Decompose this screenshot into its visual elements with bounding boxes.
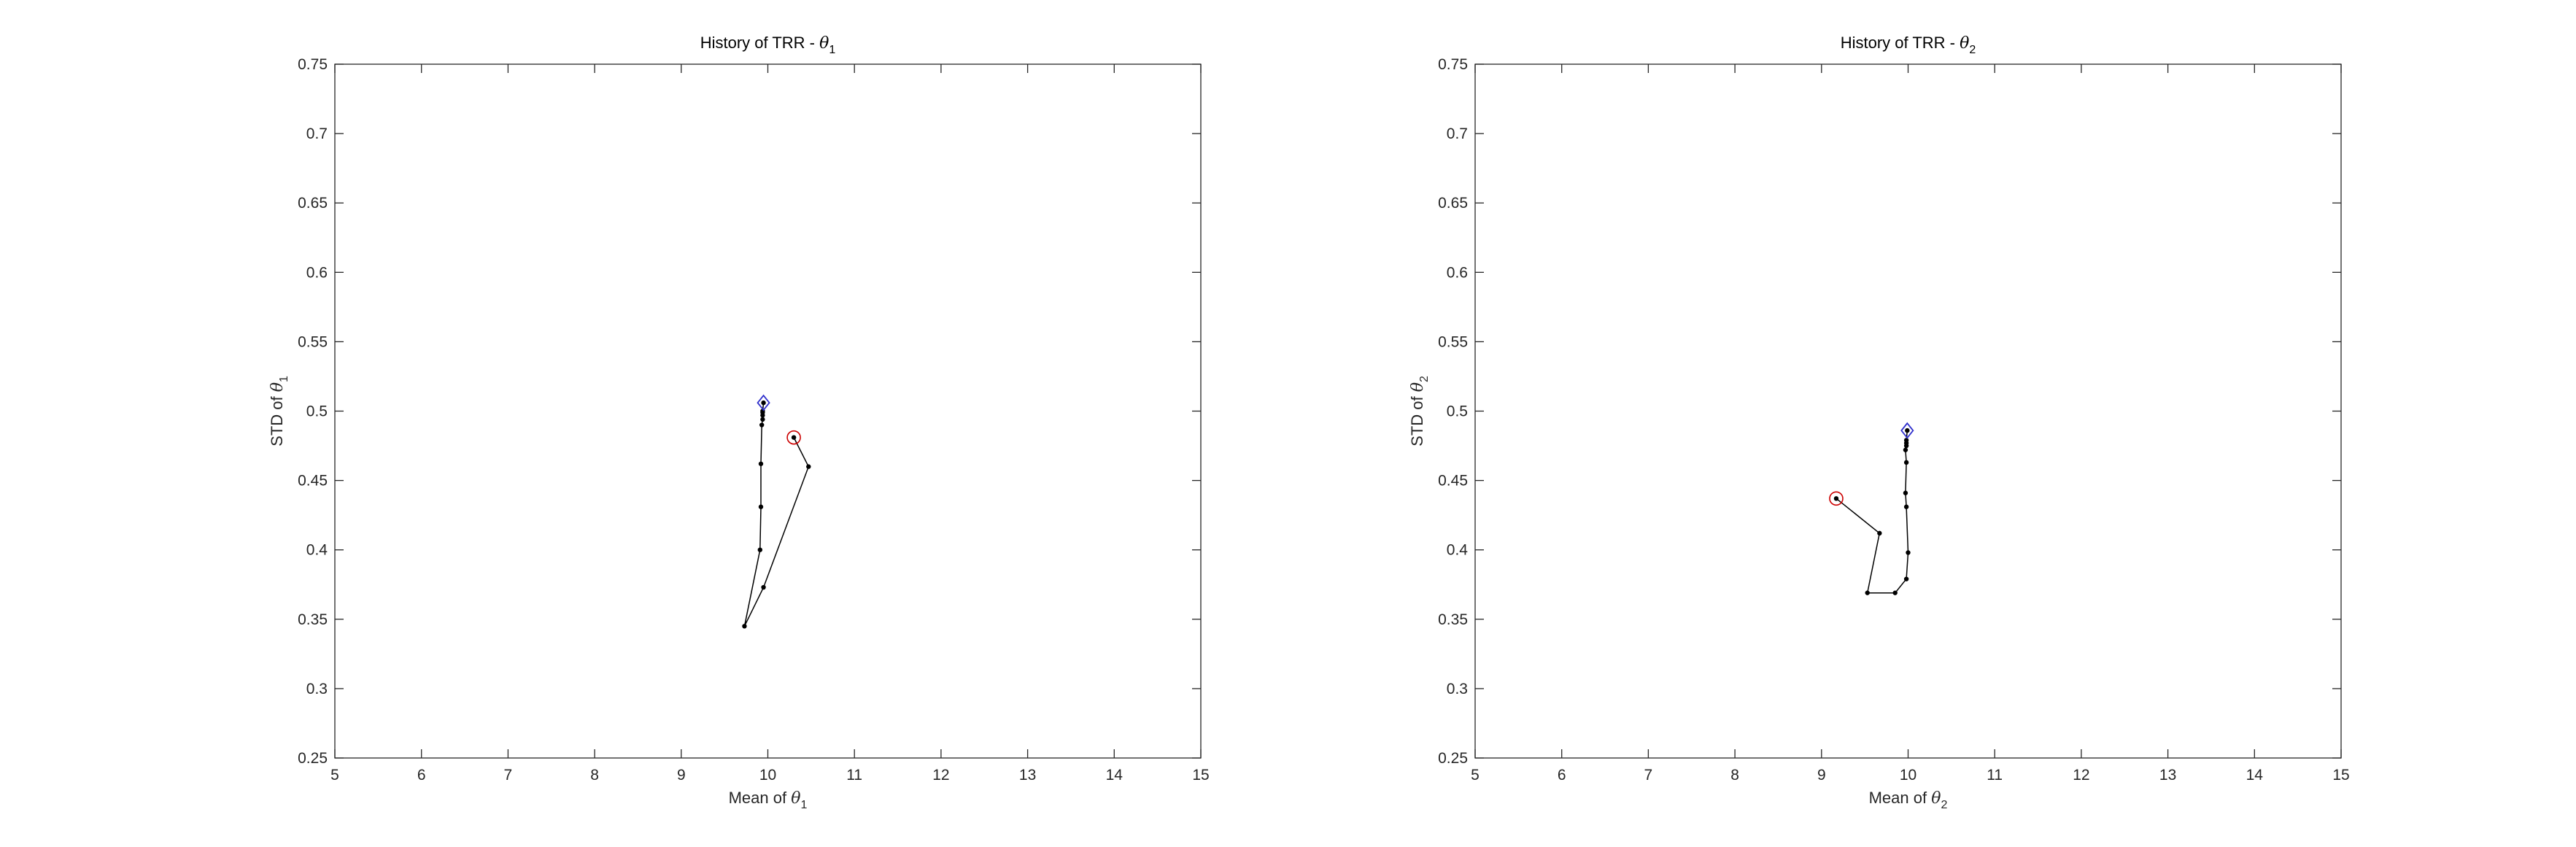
- x-tick-label: 9: [1817, 767, 1826, 784]
- history-point: [1906, 550, 1911, 555]
- x-tick-label: 15: [1192, 767, 1209, 784]
- history-point: [1903, 504, 1909, 509]
- chart-title: History of TRR - θ2: [1841, 34, 1976, 56]
- y-tick-label: 0.4: [1447, 542, 1469, 559]
- history-point: [761, 584, 766, 590]
- x-tick-label: 15: [2332, 767, 2349, 784]
- chart-title: History of TRR - θ1: [700, 34, 836, 56]
- x-tick-label: 9: [677, 767, 686, 784]
- x-tick-label: 6: [417, 767, 426, 784]
- y-tick-label: 0.3: [306, 681, 328, 697]
- y-tick-label: 0.3: [1447, 681, 1468, 697]
- history-point: [757, 547, 763, 552]
- x-tick-label: 7: [504, 767, 513, 784]
- x-tick-label: 14: [1106, 767, 1123, 784]
- x-tick-label: 8: [1730, 767, 1739, 784]
- x-tick-label: 8: [590, 767, 599, 784]
- y-axis-label-subscript: 1: [278, 376, 290, 382]
- history-point: [1905, 428, 1910, 433]
- y-tick-label: 0.65: [298, 195, 328, 212]
- history-line: [743, 403, 810, 627]
- y-tick-label: 0.75: [298, 56, 328, 73]
- start-point: [1833, 496, 1838, 501]
- history-point: [1903, 576, 1909, 581]
- y-tick-label: 0.4: [306, 542, 328, 559]
- y-tick-label: 0.55: [1438, 333, 1468, 350]
- x-tick-label: 5: [330, 767, 339, 784]
- y-tick-label: 0.35: [1438, 611, 1468, 628]
- history-point: [806, 464, 811, 469]
- start-marker: [1829, 491, 1844, 506]
- history-line: [1836, 430, 1909, 594]
- history-point: [1903, 438, 1909, 443]
- y-tick-label: 0.55: [298, 333, 328, 350]
- history-point: [761, 400, 766, 406]
- start-point: [792, 435, 797, 440]
- y-axis-label: STD of θ2: [1408, 376, 1431, 446]
- history-point: [1903, 460, 1909, 465]
- y-tick-label: 0.7: [1447, 125, 1468, 142]
- history-point: [1903, 447, 1908, 452]
- y-tick-label: 0.65: [1438, 195, 1468, 212]
- x-axis-label: Mean of θ1: [729, 789, 808, 811]
- x-tick-label: 6: [1558, 767, 1566, 784]
- end-marker: [1900, 422, 1914, 439]
- history-point: [760, 417, 765, 422]
- x-tick-label: 13: [1019, 767, 1036, 784]
- history-point: [758, 461, 764, 466]
- history-point: [742, 624, 747, 629]
- chart-title-subscript: 2: [1969, 44, 1976, 56]
- history-point: [1892, 590, 1898, 595]
- end-marker: [757, 394, 770, 411]
- x-tick-label: 14: [2246, 767, 2264, 784]
- history-point: [1877, 530, 1882, 536]
- x-tick-label: 5: [1471, 767, 1480, 784]
- y-tick-label: 0.25: [298, 750, 328, 767]
- y-tick-label: 0.5: [306, 403, 328, 420]
- plot-area-border: [1474, 63, 2342, 759]
- y-tick-label: 0.7: [306, 125, 328, 142]
- history-point: [759, 422, 765, 428]
- x-axis-label: Mean of θ2: [1869, 789, 1948, 811]
- chart-theta1: 5 6 7 8 9 10 11 12 13 14 150.250.30.350.40.450.50.…: [268, 34, 1210, 811]
- x-tick-label: 11: [1987, 767, 2003, 784]
- y-tick-label: 0.25: [1438, 750, 1468, 767]
- x-tick-label: 13: [2159, 767, 2176, 784]
- x-axis-label-subscript: 2: [1941, 799, 1947, 811]
- x-tick-label: 11: [846, 767, 862, 784]
- y-tick-label: 0.75: [1438, 56, 1468, 73]
- history-point: [1903, 490, 1908, 495]
- y-axis-label-subscript: 2: [1418, 376, 1431, 382]
- chart-title-subscript: 1: [829, 44, 835, 56]
- x-tick-label: 12: [2073, 767, 2089, 784]
- y-tick-label: 0.6: [1447, 264, 1468, 281]
- x-axis-label-subscript: 1: [800, 799, 807, 811]
- y-tick-label: 0.35: [298, 611, 328, 628]
- chart-theta2: 5 6 7 8 9 10 11 12 13 14 15 0.25 0.3 0.35 0.4 0.45 0.5 0.…: [1408, 34, 2350, 811]
- x-tick-label: 12: [932, 767, 949, 784]
- x-tick-label: 10: [1900, 767, 1916, 784]
- y-tick-label: 0.5: [1447, 403, 1468, 420]
- start-marker: [786, 430, 801, 445]
- x-tick-label: 10: [759, 767, 776, 784]
- y-tick-label: 0.45: [298, 473, 328, 490]
- y-tick-label: 0.45: [1438, 473, 1468, 490]
- plot-area-border: [334, 63, 1202, 759]
- history-point: [758, 504, 764, 509]
- x-tick-label: 7: [1644, 767, 1653, 784]
- history-point: [1865, 590, 1870, 595]
- y-tick-label: 0.6: [306, 264, 328, 281]
- y-axis-label: STD of θ1: [268, 376, 290, 446]
